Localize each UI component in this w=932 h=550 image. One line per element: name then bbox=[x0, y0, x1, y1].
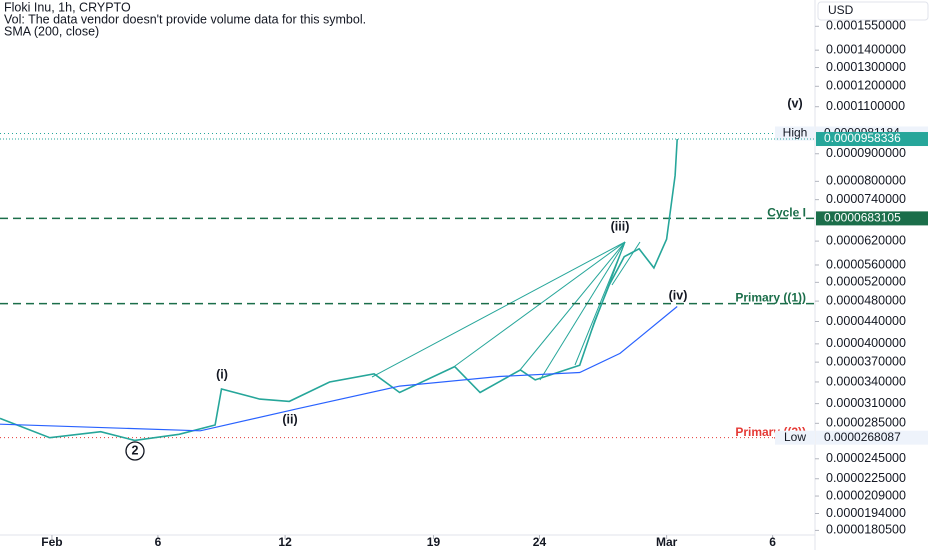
last-price-tag bbox=[816, 132, 928, 147]
y-tick-label: 0.0000620000 bbox=[826, 233, 906, 247]
fan-line bbox=[371, 241, 626, 378]
y-tick-label: 0.0001400000 bbox=[826, 42, 906, 56]
y-tick-label: 0.0000440000 bbox=[826, 314, 906, 328]
wave-label: (iv) bbox=[669, 288, 688, 302]
y-tick-label: 0.0000225000 bbox=[826, 471, 906, 485]
level-label: High bbox=[783, 126, 808, 140]
currency[interactable]: USD bbox=[828, 3, 854, 17]
x-tick-label: Feb bbox=[41, 535, 62, 549]
x-tick-label: 19 bbox=[427, 535, 441, 549]
y-tick-label: 0.0001550000 bbox=[826, 19, 906, 33]
wave-label: (v) bbox=[787, 96, 802, 110]
fan-line bbox=[519, 241, 626, 371]
price-line bbox=[0, 138, 678, 442]
y-tick-label: 0.0000900000 bbox=[826, 146, 906, 160]
price-tag bbox=[816, 430, 928, 445]
level-label: Cycle I bbox=[767, 206, 806, 220]
y-tick-label: 0.0000800000 bbox=[826, 174, 906, 188]
y-tick-label: 0.0000740000 bbox=[826, 192, 906, 206]
y-tick-label: 0.0000340000 bbox=[826, 374, 906, 388]
price-tag bbox=[816, 211, 928, 226]
y-tick-label: 0.0000194000 bbox=[826, 506, 906, 520]
fan-line bbox=[539, 241, 626, 381]
x-tick-label: 12 bbox=[278, 535, 292, 549]
annotation-circle bbox=[125, 441, 145, 461]
symbol: Floki Inu, 1h, CRYPTO bbox=[4, 0, 131, 14]
y-tick-label: 0.0000285000 bbox=[826, 416, 906, 430]
wave-label: (i) bbox=[216, 367, 228, 381]
level-label-box bbox=[775, 126, 815, 141]
y-tick-label: 0.0000180500 bbox=[826, 523, 906, 537]
last-price-label: 0.0000958336 bbox=[824, 131, 901, 145]
y-tick-label: 0.0000209000 bbox=[826, 488, 906, 502]
y-tick-label: 0.0000370000 bbox=[826, 354, 906, 368]
level-label-box bbox=[775, 430, 815, 445]
wave-label: (iii) bbox=[611, 219, 630, 233]
currency-box[interactable] bbox=[817, 1, 929, 21]
y-tick-label: 0.0000400000 bbox=[826, 336, 906, 350]
level-label: Low bbox=[784, 430, 806, 444]
y-tick-label: 0.0001200000 bbox=[826, 79, 906, 93]
indicator: SMA (200, close) bbox=[4, 24, 99, 38]
wave-label: 2 bbox=[132, 443, 139, 457]
y-tick-label: 0.0001300000 bbox=[826, 60, 906, 74]
price-tag-label: 0.0000268087 bbox=[824, 430, 901, 444]
y-tick-label: 0.0000245000 bbox=[826, 451, 906, 465]
sma-line bbox=[0, 306, 678, 432]
y-tick-label: 0.0000560000 bbox=[826, 257, 906, 271]
x-tick-label: 6 bbox=[155, 535, 162, 549]
y-tick-label: 0.0000520000 bbox=[826, 275, 906, 289]
level-label: Primary ((1)) bbox=[735, 291, 806, 305]
x-tick-label: 24 bbox=[533, 535, 547, 549]
y-tick-label: 0.0001100000 bbox=[826, 99, 905, 113]
volume-note: Vol: The data vendor doesn't provide vol… bbox=[4, 12, 366, 26]
x-tick-label: 6 bbox=[769, 535, 776, 549]
fan-line bbox=[611, 241, 641, 286]
wave-label: (ii) bbox=[282, 412, 297, 426]
x-tick-label: Mar bbox=[656, 535, 678, 549]
price-tag-label: 0.0000683105 bbox=[824, 211, 901, 225]
y-tick-label: 0.0000480000 bbox=[826, 293, 906, 307]
y-tick-label: 0.0000310000 bbox=[826, 396, 906, 410]
